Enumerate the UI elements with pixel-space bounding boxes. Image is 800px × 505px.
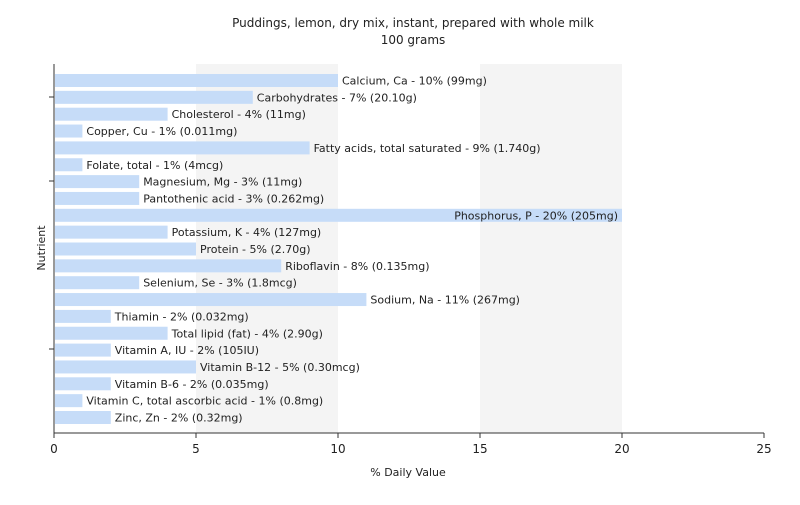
bar xyxy=(55,411,111,424)
bar-label: Cholesterol - 4% (11mg) xyxy=(172,108,306,121)
bar xyxy=(55,175,140,189)
bar-label: Protein - 5% (2.70g) xyxy=(200,243,311,256)
bar xyxy=(55,293,367,307)
bar-label: Vitamin B-6 - 2% (0.035mg) xyxy=(115,378,269,391)
x-tick-label: 5 xyxy=(192,442,200,456)
x-axis-title: % Daily Value xyxy=(370,466,446,479)
y-axis-title: Nutrient xyxy=(35,225,48,271)
bar xyxy=(55,124,83,138)
bar xyxy=(55,158,83,172)
bar-label: Selenium, Se - 3% (1.8mcg) xyxy=(143,277,297,290)
bar-label: Zinc, Zn - 2% (0.32mg) xyxy=(115,412,243,425)
bar xyxy=(55,225,168,239)
bar-label: Thiamin - 2% (0.032mg) xyxy=(114,310,249,323)
bar xyxy=(55,309,111,323)
bar-label: Total lipid (fat) - 4% (2.90g) xyxy=(171,327,323,340)
bars: Calcium, Ca - 10% (99mg) Carbohydrates - … xyxy=(55,74,622,425)
bar-label: Carbohydrates - 7% (20.10g) xyxy=(257,91,417,104)
bar xyxy=(55,208,622,222)
bar xyxy=(55,276,140,290)
grid-band xyxy=(196,64,338,433)
bar-label: Folate, total - 1% (4mcg) xyxy=(86,159,223,172)
bar-label: Sodium, Na - 11% (267mg) xyxy=(370,294,520,307)
x-tick-label: 25 xyxy=(756,442,771,456)
grid-bands xyxy=(196,64,622,433)
bar xyxy=(55,343,111,357)
bar-label: Calcium, Ca - 10% (99mg) xyxy=(342,75,487,88)
bar-label: Fatty acids, total saturated - 9% (1.740… xyxy=(314,142,541,155)
bar-label: Riboflavin - 8% (0.135mg) xyxy=(285,260,429,273)
bar xyxy=(55,377,111,391)
bar-label: Vitamin C, total ascorbic acid - 1% (0.8… xyxy=(86,395,323,408)
bar-label: Potassium, K - 4% (127mg) xyxy=(172,226,322,239)
bar xyxy=(55,107,168,121)
axes: 0 5 10 15 20 25 xyxy=(49,64,772,456)
bar xyxy=(55,394,83,408)
bar xyxy=(55,360,196,374)
x-tick-label: 15 xyxy=(472,442,487,456)
bar-label: Magnesium, Mg - 3% (11mg) xyxy=(143,176,302,189)
bar xyxy=(55,141,310,155)
bar xyxy=(55,326,168,340)
bar xyxy=(55,90,253,104)
bar-label: Phosphorus, P - 20% (205mg) xyxy=(454,209,618,222)
bar-label: Vitamin B-12 - 5% (0.30mcg) xyxy=(200,361,360,374)
bar-label: Pantothenic acid - 3% (0.262mg) xyxy=(143,192,324,205)
bar xyxy=(55,191,140,205)
grid-band xyxy=(480,64,622,433)
bar xyxy=(55,259,282,273)
x-tick-label: 0 xyxy=(50,442,58,456)
bar-label: Copper, Cu - 1% (0.011mg) xyxy=(86,125,237,138)
bar xyxy=(55,242,196,256)
bar xyxy=(55,74,338,87)
bar-label: Vitamin A, IU - 2% (105IU) xyxy=(115,344,259,357)
x-tick-label: 20 xyxy=(614,442,629,456)
chart-subtitle: 100 grams xyxy=(381,33,446,47)
chart-title: Puddings, lemon, dry mix, instant, prepa… xyxy=(232,16,594,30)
x-tick-label: 10 xyxy=(330,442,345,456)
